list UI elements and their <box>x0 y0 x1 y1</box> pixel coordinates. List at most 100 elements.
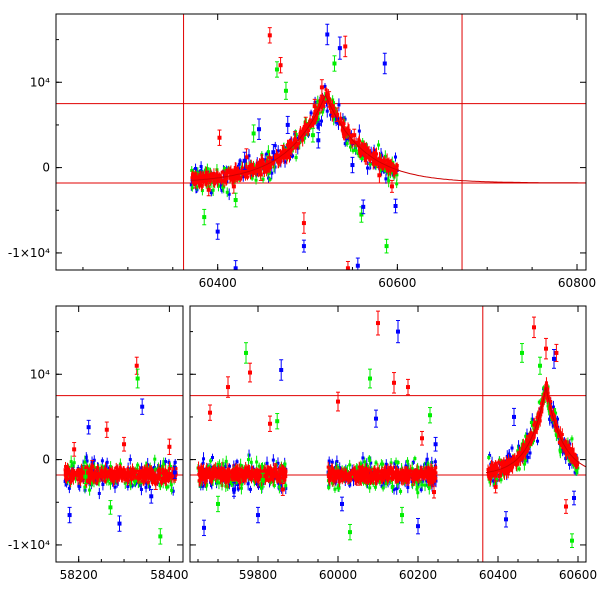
data-point-blue <box>328 465 332 469</box>
data-point-red <box>211 474 215 478</box>
data-point-red <box>234 170 238 174</box>
y-tick-label: 10⁴ <box>30 75 50 89</box>
data-point-red <box>87 472 91 476</box>
top-panel: 60400 60600 60800 -1×10⁴ 0 10⁴ <box>8 13 596 290</box>
data-point-green <box>284 484 288 488</box>
data-point-green <box>387 179 391 183</box>
data-point-blue <box>247 154 251 158</box>
data-point-red <box>301 221 306 226</box>
data-point-green <box>332 117 336 121</box>
data-point-green <box>170 488 174 492</box>
data-point-blue <box>164 460 168 464</box>
data-point-green <box>395 182 399 186</box>
data-point-red <box>167 444 172 449</box>
data-point-red <box>206 173 210 177</box>
data-point-red <box>328 107 332 111</box>
data-point-green <box>383 154 387 158</box>
data-point-red <box>203 473 207 477</box>
data-point-red <box>139 474 143 478</box>
data-point-blue <box>271 150 276 155</box>
data-point-red <box>196 180 200 184</box>
data-point-red <box>117 472 121 476</box>
data-point-red <box>227 169 231 173</box>
data-point-red <box>205 476 209 480</box>
data-point-red <box>389 184 394 189</box>
data-point-blue <box>247 453 251 457</box>
data-point-red <box>372 155 376 159</box>
data-point-red <box>308 119 312 123</box>
data-point-green <box>283 462 287 466</box>
data-point-red <box>227 477 231 481</box>
data-point-red <box>230 171 234 175</box>
data-point-green <box>406 459 410 463</box>
data-point-green <box>190 168 194 172</box>
data-point-red <box>330 114 334 118</box>
data-point-red <box>228 171 232 175</box>
data-point-blue <box>117 521 122 526</box>
data-point-green <box>217 462 221 466</box>
data-point-red <box>347 129 351 133</box>
data-point-blue <box>84 455 88 459</box>
data-point-blue <box>144 485 148 489</box>
data-point-red <box>220 466 224 470</box>
data-point-green <box>158 534 163 539</box>
data-point-red <box>214 474 218 478</box>
y-tick-label: 0 <box>42 453 50 467</box>
data-point-red <box>324 88 328 92</box>
data-point-red <box>88 474 92 478</box>
data-point-red <box>285 143 289 147</box>
data-point-red <box>333 109 337 113</box>
data-point-green <box>396 460 400 464</box>
plot-area <box>56 14 586 270</box>
data-point-red <box>252 475 256 479</box>
data-point-red <box>209 479 213 483</box>
data-point-red <box>74 473 78 477</box>
data-point-blue <box>167 460 171 464</box>
data-point-green <box>363 460 367 464</box>
data-point-red <box>197 472 201 476</box>
data-point-green <box>224 459 228 463</box>
data-point-red <box>325 92 329 96</box>
data-point-red <box>217 470 221 474</box>
data-point-green <box>272 484 276 488</box>
data-point-green <box>391 484 395 488</box>
data-point-red <box>114 476 118 480</box>
data-point-red <box>247 474 251 478</box>
data-point-blue <box>271 458 275 462</box>
data-point-green <box>381 462 385 466</box>
data-point-blue <box>227 464 231 468</box>
data-point-blue <box>149 494 154 499</box>
data-point-red <box>320 96 324 100</box>
data-point-green <box>109 465 113 469</box>
plot-area <box>56 356 183 545</box>
data-point-blue <box>301 244 306 249</box>
data-point-red <box>217 173 221 177</box>
data-point-green <box>249 460 253 464</box>
data-point-red <box>146 480 150 484</box>
data-point-red <box>92 479 96 483</box>
data-point-red <box>325 95 329 99</box>
data-point-blue <box>237 162 241 166</box>
data-point-blue <box>336 121 340 125</box>
data-point-red <box>357 139 361 143</box>
data-point-blue <box>380 484 384 488</box>
data-point-red <box>352 133 357 138</box>
data-point-red <box>356 141 360 145</box>
data-point-green <box>169 483 173 487</box>
data-point-red <box>259 473 263 477</box>
data-point-green <box>250 176 254 180</box>
data-point-red <box>335 112 340 117</box>
data-point-red <box>245 469 249 473</box>
data-point-red <box>70 473 74 477</box>
data-point-green <box>255 460 259 464</box>
data-point-red <box>240 469 244 473</box>
data-point-red <box>339 116 343 120</box>
data-point-green <box>97 479 101 483</box>
data-point-red <box>228 471 232 475</box>
data-point-blue <box>325 109 329 113</box>
data-point-blue <box>337 46 342 51</box>
data-point-red <box>126 476 130 480</box>
data-point-red <box>275 474 279 478</box>
data-point-red <box>152 473 156 477</box>
data-point-red <box>279 467 283 471</box>
